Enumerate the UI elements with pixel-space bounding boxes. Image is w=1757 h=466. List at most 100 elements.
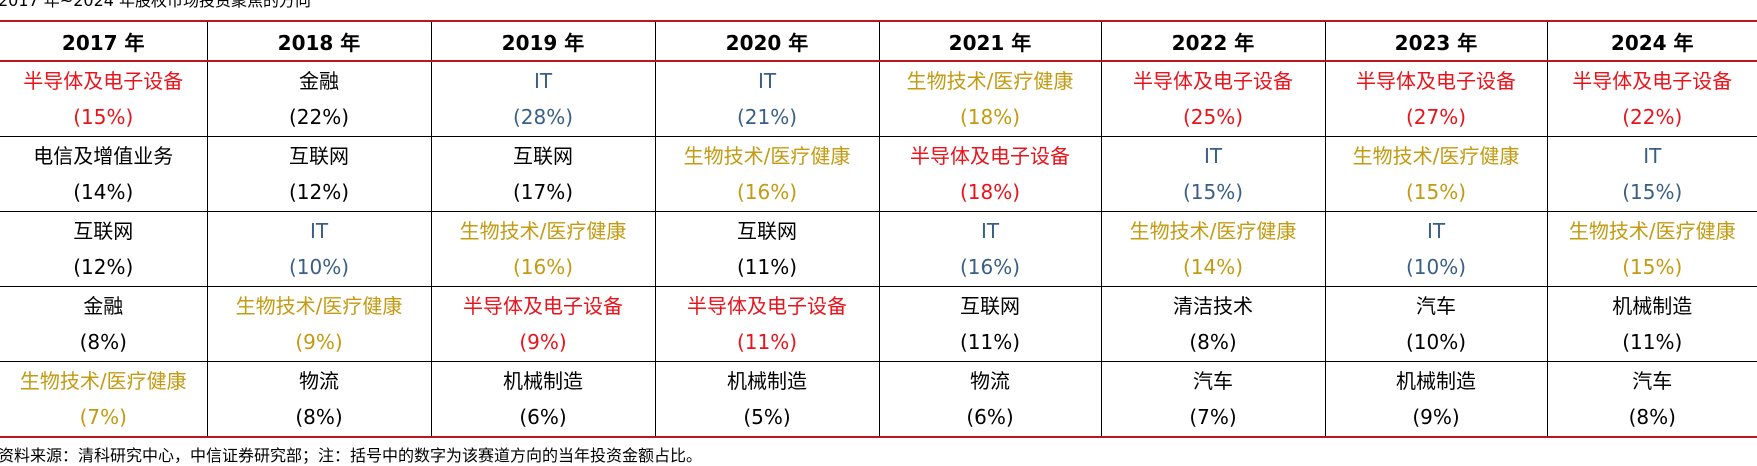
investment-share: (8%) (1548, 399, 1757, 435)
investment-share: (10%) (1326, 324, 1547, 360)
sector-name: 互联网 (0, 213, 207, 249)
table-cell: 金融(8%) (0, 287, 207, 362)
table-cell: 机械制造(5%) (655, 362, 879, 438)
investment-share: (8%) (0, 324, 207, 360)
sector-name: 生物技术/医疗健康 (880, 63, 1101, 99)
header-year-2017: 2017 年 (0, 21, 207, 61)
investment-focus-table: 2017 年 2018 年 2019 年 2020 年 2021 年 2022 … (0, 20, 1757, 438)
table-row: 互联网(12%)IT(10%)生物技术/医疗健康(16%)互联网(11%)IT(… (0, 212, 1757, 287)
table-cell: 清洁技术(8%) (1101, 287, 1325, 362)
investment-share: (22%) (1548, 99, 1757, 135)
sector-name: 机械制造 (1326, 363, 1547, 399)
table-row: 半导体及电子设备(15%)金融(22%)IT(28%)IT(21%)生物技术/医… (0, 61, 1757, 137)
table-cell: 机械制造(11%) (1547, 287, 1757, 362)
sector-name: 半导体及电子设备 (880, 138, 1101, 174)
sector-name: IT (1548, 138, 1757, 174)
sector-name: 清洁技术 (1102, 288, 1325, 324)
investment-share: (5%) (656, 399, 879, 435)
investment-share: (6%) (880, 399, 1101, 435)
table-title: 2017 年~2024 年股权市场投资聚焦的方向 (0, 0, 311, 11)
investment-share: (9%) (432, 324, 655, 360)
sector-name: 生物技术/医疗健康 (0, 363, 207, 399)
sector-name: IT (1326, 213, 1547, 249)
table-cell: IT(16%) (879, 212, 1101, 287)
sector-name: 半导体及电子设备 (1102, 63, 1325, 99)
table-cell: 汽车(7%) (1101, 362, 1325, 438)
investment-share: (14%) (1102, 249, 1325, 285)
investment-share: (25%) (1102, 99, 1325, 135)
header-year-2020: 2020 年 (655, 21, 879, 61)
investment-share: (10%) (208, 249, 431, 285)
table-row: 金融(8%)生物技术/医疗健康(9%)半导体及电子设备(9%)半导体及电子设备(… (0, 287, 1757, 362)
table-cell: IT(15%) (1547, 137, 1757, 212)
table-cell: 半导体及电子设备(11%) (655, 287, 879, 362)
sector-name: 汽车 (1548, 363, 1757, 399)
investment-share: (7%) (1102, 399, 1325, 435)
table-cell: 半导体及电子设备(27%) (1325, 61, 1547, 137)
table-cell: 半导体及电子设备(9%) (431, 287, 655, 362)
table-cell: 物流(6%) (879, 362, 1101, 438)
investment-share: (15%) (1548, 174, 1757, 210)
table-cell: 半导体及电子设备(15%) (0, 61, 207, 137)
table-cell: 生物技术/医疗健康(9%) (207, 287, 431, 362)
investment-share: (12%) (0, 249, 207, 285)
sector-name: 生物技术/医疗健康 (208, 288, 431, 324)
investment-share: (8%) (208, 399, 431, 435)
investment-share: (11%) (656, 324, 879, 360)
sector-name: 机械制造 (432, 363, 655, 399)
header-year-2023: 2023 年 (1325, 21, 1547, 61)
sector-name: 汽车 (1102, 363, 1325, 399)
table-cell: 互联网(12%) (207, 137, 431, 212)
investment-share: (21%) (656, 99, 879, 135)
investment-share: (10%) (1326, 249, 1547, 285)
table-cell: 半导体及电子设备(22%) (1547, 61, 1757, 137)
sector-name: 汽车 (1326, 288, 1547, 324)
investment-share: (15%) (1102, 174, 1325, 210)
table-cell: 生物技术/医疗健康(14%) (1101, 212, 1325, 287)
sector-name: 半导体及电子设备 (1548, 63, 1757, 99)
table-cell: 生物技术/医疗健康(15%) (1547, 212, 1757, 287)
header-year-2022: 2022 年 (1101, 21, 1325, 61)
header-row: 2017 年 2018 年 2019 年 2020 年 2021 年 2022 … (0, 21, 1757, 61)
investment-share: (11%) (880, 324, 1101, 360)
table-cell: 汽车(8%) (1547, 362, 1757, 438)
sector-name: 机械制造 (1548, 288, 1757, 324)
investment-share: (16%) (432, 249, 655, 285)
investment-focus-table-container: 2017 年 2018 年 2019 年 2020 年 2021 年 2022 … (0, 20, 1757, 438)
table-cell: 物流(8%) (207, 362, 431, 438)
sector-name: 互联网 (656, 213, 879, 249)
table-cell: IT(10%) (207, 212, 431, 287)
investment-share: (12%) (208, 174, 431, 210)
sector-name: 机械制造 (656, 363, 879, 399)
table-cell: IT(28%) (431, 61, 655, 137)
table-cell: IT(21%) (655, 61, 879, 137)
header-year-2024: 2024 年 (1547, 21, 1757, 61)
table-cell: 半导体及电子设备(25%) (1101, 61, 1325, 137)
sector-name: IT (656, 63, 879, 99)
table-cell: 互联网(12%) (0, 212, 207, 287)
sector-name: 生物技术/医疗健康 (1548, 213, 1757, 249)
table-row: 生物技术/医疗健康(7%)物流(8%)机械制造(6%)机械制造(5%)物流(6%… (0, 362, 1757, 438)
header-year-2018: 2018 年 (207, 21, 431, 61)
investment-share: (9%) (1326, 399, 1547, 435)
sector-name: 半导体及电子设备 (656, 288, 879, 324)
investment-share: (14%) (0, 174, 207, 210)
sector-name: 金融 (0, 288, 207, 324)
table-cell: 电信及增值业务(14%) (0, 137, 207, 212)
table-body: 半导体及电子设备(15%)金融(22%)IT(28%)IT(21%)生物技术/医… (0, 61, 1757, 437)
table-cell: 生物技术/医疗健康(18%) (879, 61, 1101, 137)
sector-name: 生物技术/医疗健康 (1326, 138, 1547, 174)
sector-name: 半导体及电子设备 (0, 63, 207, 99)
investment-share: (8%) (1102, 324, 1325, 360)
table-cell: 金融(22%) (207, 61, 431, 137)
table-cell: 机械制造(9%) (1325, 362, 1547, 438)
investment-share: (27%) (1326, 99, 1547, 135)
sector-name: 物流 (208, 363, 431, 399)
investment-share: (16%) (656, 174, 879, 210)
table-cell: 汽车(10%) (1325, 287, 1547, 362)
sector-name: 金融 (208, 63, 431, 99)
investment-share: (9%) (208, 324, 431, 360)
table-cell: IT(15%) (1101, 137, 1325, 212)
table-cell: IT(10%) (1325, 212, 1547, 287)
investment-share: (7%) (0, 399, 207, 435)
